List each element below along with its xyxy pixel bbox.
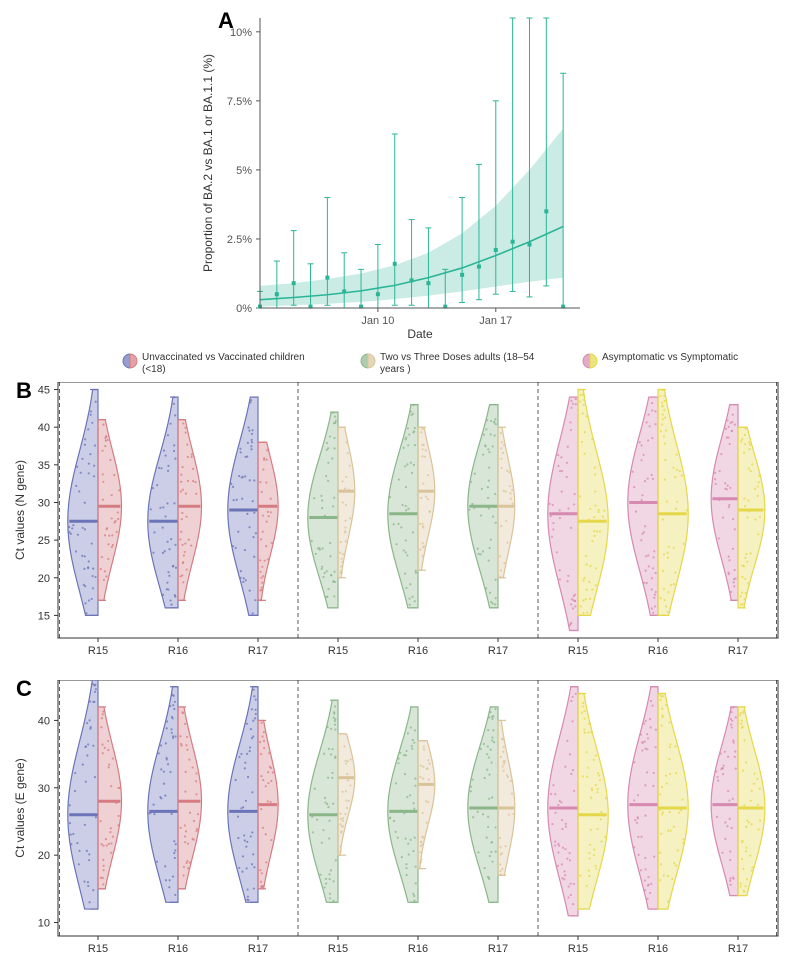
svg-text:R16: R16 [168,645,188,657]
svg-text:R17: R17 [488,943,508,955]
svg-text:R17: R17 [488,645,508,657]
svg-text:Two vs Three Doses adults (18–: Two vs Three Doses adults (18–54 [380,352,535,363]
svg-text:2.5%: 2.5% [227,234,252,246]
svg-text:10: 10 [38,918,50,930]
svg-text:R17: R17 [248,943,268,955]
svg-text:Unvaccinated vs Vaccinated chi: Unvaccinated vs Vaccinated children [142,352,305,363]
svg-text:Ct values (N gene): Ct values (N gene) [13,460,27,560]
svg-text:10%: 10% [230,27,252,39]
svg-text:R17: R17 [728,645,748,657]
svg-text:R17: R17 [248,645,268,657]
legend: Unvaccinated vs Vaccinated children(<18)… [0,346,798,378]
svg-text:Jan 10: Jan 10 [361,315,394,327]
panel-b-chart: 15202530354045Ct values (N gene)R15p=0.1… [0,382,798,670]
svg-text:7.5%: 7.5% [227,96,252,108]
svg-text:Ct values (E gene): Ct values (E gene) [13,758,27,857]
svg-text:R16: R16 [648,645,668,657]
svg-text:R17: R17 [728,943,748,955]
svg-text:R15: R15 [568,943,588,955]
svg-text:5%: 5% [236,165,252,177]
svg-text:35: 35 [38,460,50,472]
panel-c-chart: 10203040Ct values (E gene)R15p=0.05R16p=… [0,680,798,976]
panel-a-chart: 0% 2.5% 5% 7.5% 10% Jan 10 Jan 17 Date Proportio… [0,0,798,340]
svg-text:Jan 17: Jan 17 [479,315,512,327]
svg-text:20: 20 [38,850,50,862]
svg-text:Asymptomatic vs Symptomatic: Asymptomatic vs Symptomatic [602,352,738,363]
svg-text:(<18): (<18) [142,364,166,375]
svg-text:years ): years ) [380,364,411,375]
svg-text:Proportion of BA.2 vs BA.1 or: Proportion of BA.2 vs BA.1 or BA.1.1 (%) [201,54,215,272]
svg-text:R15: R15 [88,645,108,657]
svg-text:45: 45 [38,385,50,397]
svg-text:40: 40 [38,422,50,434]
svg-text:20: 20 [38,573,50,585]
svg-text:R16: R16 [408,645,428,657]
svg-text:R15: R15 [568,645,588,657]
svg-text:25: 25 [38,535,50,547]
svg-text:R15: R15 [328,645,348,657]
svg-text:0%: 0% [236,303,252,315]
svg-text:R15: R15 [88,943,108,955]
svg-text:R16: R16 [648,943,668,955]
svg-text:30: 30 [38,497,50,509]
svg-text:Date: Date [407,327,433,340]
svg-text:R16: R16 [408,943,428,955]
svg-text:40: 40 [38,715,50,727]
svg-text:R15: R15 [328,943,348,955]
svg-text:30: 30 [38,783,50,795]
svg-text:R16: R16 [168,943,188,955]
svg-text:15: 15 [38,610,50,622]
